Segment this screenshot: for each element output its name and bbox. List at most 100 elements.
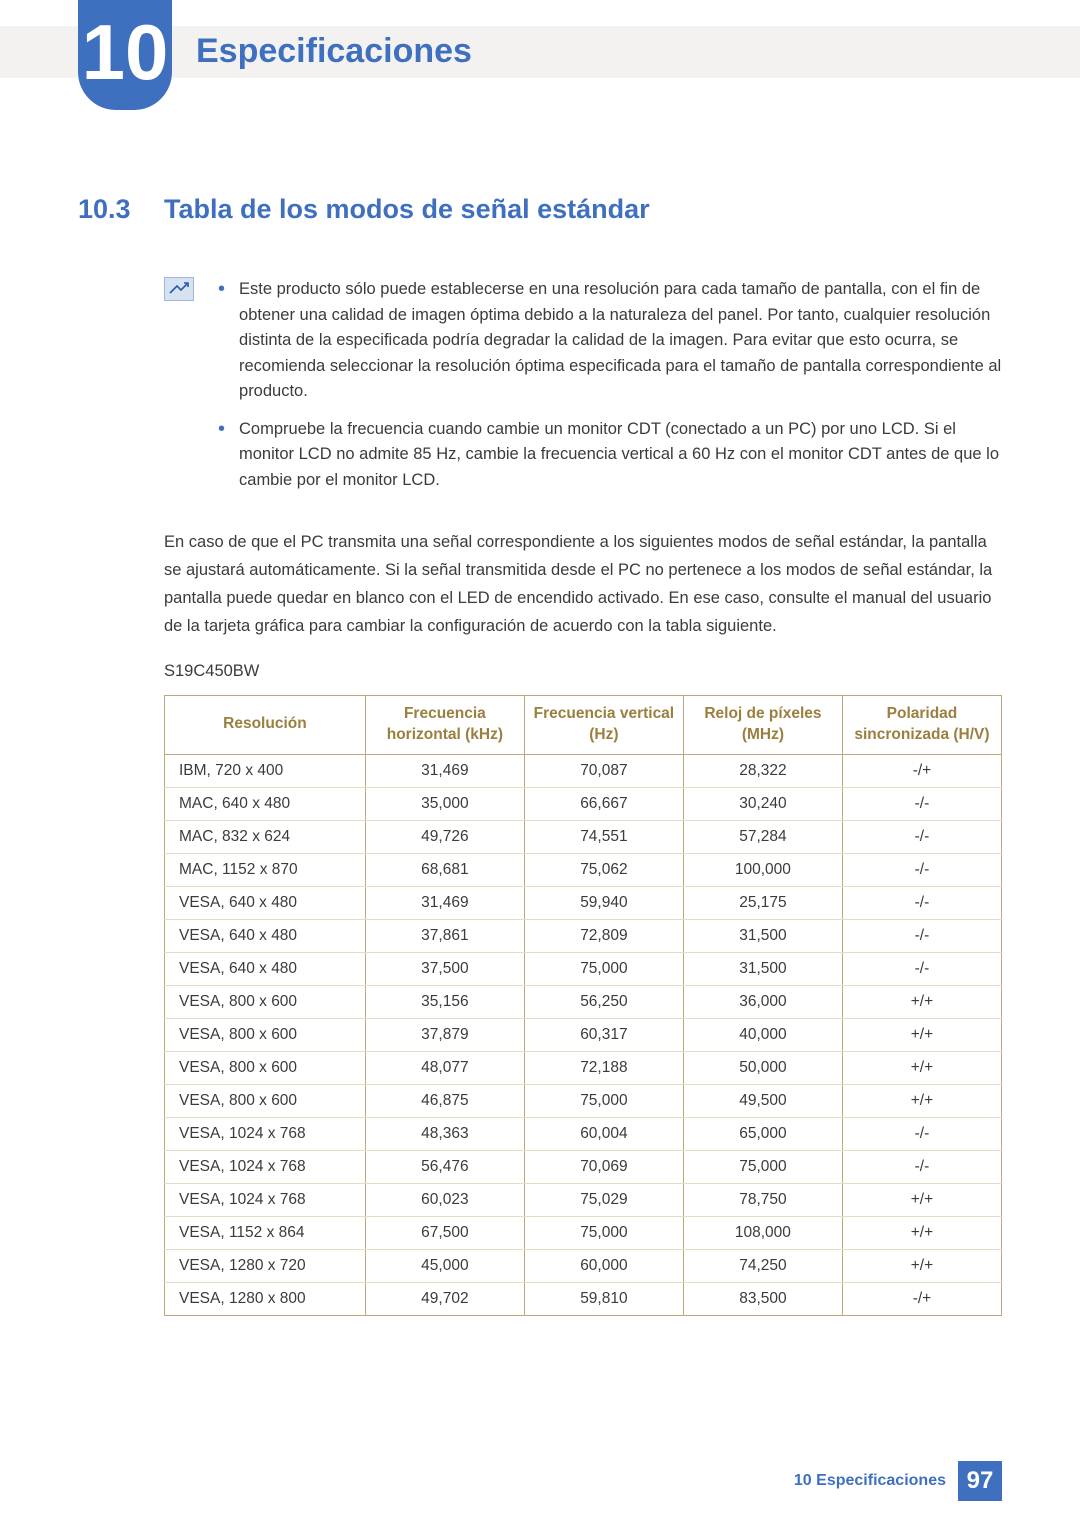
table-row: VESA, 800 x 60037,87960,31740,000+/+: [165, 1018, 1002, 1051]
chapter-number: 10: [82, 13, 169, 91]
table-cell: MAC, 1152 x 870: [165, 853, 366, 886]
table-row: MAC, 640 x 48035,00066,66730,240-/-: [165, 787, 1002, 820]
table-cell: MAC, 640 x 480: [165, 787, 366, 820]
table-cell: 75,000: [683, 1150, 842, 1183]
table-cell: -/+: [842, 754, 1001, 787]
table-cell: 30,240: [683, 787, 842, 820]
table-cell: 83,500: [683, 1282, 842, 1315]
table-cell: 35,156: [365, 985, 524, 1018]
page-footer: 10 Especificaciones 97: [794, 1461, 1002, 1501]
table-cell: 56,250: [524, 985, 683, 1018]
table-cell: MAC, 832 x 624: [165, 820, 366, 853]
table-cell: 48,363: [365, 1117, 524, 1150]
table-cell: VESA, 1280 x 800: [165, 1282, 366, 1315]
table-cell: 35,000: [365, 787, 524, 820]
bullet-icon: •: [218, 417, 225, 494]
table-cell: -/-: [842, 1117, 1001, 1150]
table-cell: VESA, 1024 x 768: [165, 1150, 366, 1183]
bullet-icon: •: [218, 277, 225, 405]
table-cell: -/+: [842, 1282, 1001, 1315]
table-row: MAC, 1152 x 87068,68175,062100,000-/-: [165, 853, 1002, 886]
note-list: • Este producto sólo puede establecerse …: [218, 277, 1002, 506]
table-cell: VESA, 1024 x 768: [165, 1183, 366, 1216]
table-cell: 50,000: [683, 1051, 842, 1084]
col-hfreq: Frecuencia horizontal (kHz): [365, 695, 524, 754]
table-row: VESA, 1024 x 76856,47670,06975,000-/-: [165, 1150, 1002, 1183]
table-row: VESA, 1280 x 80049,70259,81083,500-/+: [165, 1282, 1002, 1315]
table-cell: 60,000: [524, 1249, 683, 1282]
table-body: IBM, 720 x 40031,46970,08728,322-/+MAC, …: [165, 754, 1002, 1315]
col-resolution: Resolución: [165, 695, 366, 754]
page-content: 10.3 Tabla de los modos de señal estánda…: [78, 194, 1002, 1316]
table-cell: -/-: [842, 820, 1001, 853]
table-cell: 74,551: [524, 820, 683, 853]
table-cell: 67,500: [365, 1216, 524, 1249]
table-cell: VESA, 800 x 600: [165, 1084, 366, 1117]
table-cell: 36,000: [683, 985, 842, 1018]
col-pixelclock: Reloj de píxeles (MHz): [683, 695, 842, 754]
table-row: VESA, 640 x 48031,46959,94025,175-/-: [165, 886, 1002, 919]
table-cell: 40,000: [683, 1018, 842, 1051]
note-block: • Este producto sólo puede establecerse …: [164, 277, 1002, 506]
table-cell: VESA, 1024 x 768: [165, 1117, 366, 1150]
table-cell: 70,069: [524, 1150, 683, 1183]
table-cell: 78,750: [683, 1183, 842, 1216]
table-cell: IBM, 720 x 400: [165, 754, 366, 787]
table-cell: +/+: [842, 1216, 1001, 1249]
table-cell: +/+: [842, 1183, 1001, 1216]
col-polarity: Polaridad sincronizada (H/V): [842, 695, 1001, 754]
table-cell: 72,809: [524, 919, 683, 952]
table-cell: +/+: [842, 1018, 1001, 1051]
table-row: VESA, 640 x 48037,86172,80931,500-/-: [165, 919, 1002, 952]
table-cell: 60,004: [524, 1117, 683, 1150]
note-item: • Compruebe la frecuencia cuando cambie …: [218, 417, 1002, 494]
table-cell: -/-: [842, 886, 1001, 919]
table-row: VESA, 800 x 60048,07772,18850,000+/+: [165, 1051, 1002, 1084]
table-cell: 60,023: [365, 1183, 524, 1216]
table-cell: 75,000: [524, 1084, 683, 1117]
signal-modes-table: Resolución Frecuencia horizontal (kHz) F…: [164, 695, 1002, 1316]
section-number: 10.3: [78, 194, 164, 225]
chapter-title: Especificaciones: [196, 32, 472, 71]
table-cell: 37,500: [365, 952, 524, 985]
table-cell: 75,029: [524, 1183, 683, 1216]
table-cell: -/-: [842, 952, 1001, 985]
table-row: VESA, 1152 x 86467,50075,000108,000+/+: [165, 1216, 1002, 1249]
table-cell: 72,188: [524, 1051, 683, 1084]
table-cell: 75,000: [524, 952, 683, 985]
body-paragraph: En caso de que el PC transmita una señal…: [164, 528, 1002, 640]
table-cell: +/+: [842, 985, 1001, 1018]
note-icon: [164, 277, 194, 301]
table-cell: VESA, 640 x 480: [165, 952, 366, 985]
table-cell: 100,000: [683, 853, 842, 886]
table-cell: 59,810: [524, 1282, 683, 1315]
table-cell: 75,062: [524, 853, 683, 886]
table-cell: 37,879: [365, 1018, 524, 1051]
table-cell: VESA, 1280 x 720: [165, 1249, 366, 1282]
table-cell: -/-: [842, 853, 1001, 886]
table-cell: VESA, 800 x 600: [165, 1051, 366, 1084]
footer-text: 10 Especificaciones: [794, 1472, 946, 1490]
table-cell: -/-: [842, 787, 1001, 820]
table-row: VESA, 1024 x 76848,36360,00465,000-/-: [165, 1117, 1002, 1150]
table-cell: 28,322: [683, 754, 842, 787]
table-cell: 57,284: [683, 820, 842, 853]
table-cell: 56,476: [365, 1150, 524, 1183]
col-vfreq: Frecuencia vertical (Hz): [524, 695, 683, 754]
table-cell: 65,000: [683, 1117, 842, 1150]
table-cell: -/-: [842, 1150, 1001, 1183]
section-title: Tabla de los modos de señal estándar: [164, 194, 650, 225]
table-row: VESA, 1024 x 76860,02375,02978,750+/+: [165, 1183, 1002, 1216]
table-cell: VESA, 800 x 600: [165, 1018, 366, 1051]
section-heading: 10.3 Tabla de los modos de señal estánda…: [78, 194, 1002, 225]
table-cell: 31,469: [365, 754, 524, 787]
note-item: • Este producto sólo puede establecerse …: [218, 277, 1002, 405]
table-row: VESA, 1280 x 72045,00060,00074,250+/+: [165, 1249, 1002, 1282]
table-cell: VESA, 640 x 480: [165, 886, 366, 919]
table-cell: 31,500: [683, 952, 842, 985]
table-cell: +/+: [842, 1051, 1001, 1084]
table-cell: 46,875: [365, 1084, 524, 1117]
table-cell: 70,087: [524, 754, 683, 787]
chapter-badge: 10: [78, 0, 172, 110]
table-cell: 75,000: [524, 1216, 683, 1249]
